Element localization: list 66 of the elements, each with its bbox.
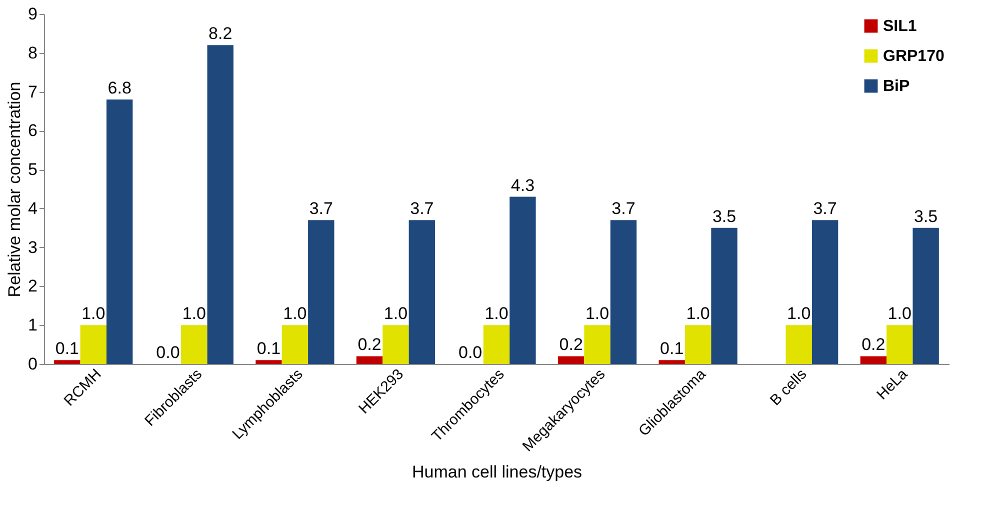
bar	[510, 196, 536, 364]
data-label: 0.2	[358, 335, 382, 354]
y-tick-label: 7	[28, 82, 38, 102]
bar	[207, 45, 234, 364]
data-label: 8.2	[208, 24, 232, 44]
y-tick-label: 6	[28, 121, 38, 140]
bar	[256, 360, 282, 364]
x-axis-title: Human cell lines/types	[412, 462, 582, 482]
data-label: 3.7	[410, 199, 434, 218]
bar	[786, 325, 812, 364]
data-label: 6.8	[108, 78, 132, 98]
data-label: 0.2	[862, 335, 886, 354]
bar	[610, 220, 637, 364]
bar	[80, 325, 106, 364]
data-label: 0.1	[55, 339, 79, 358]
legend-label: BiP	[883, 78, 910, 95]
bar	[558, 356, 584, 364]
y-axis-title: Relative molar concentration	[5, 82, 24, 298]
bar	[584, 325, 610, 364]
data-label: 3.5	[712, 206, 736, 226]
bar	[658, 360, 685, 364]
data-label: 1.0	[787, 304, 811, 324]
bar	[54, 360, 80, 364]
data-label: 1.0	[283, 304, 307, 324]
data-label: 4.3	[510, 176, 535, 195]
data-label: 1.0	[686, 304, 710, 324]
bar	[356, 356, 383, 364]
y-tick-label: 3	[28, 238, 38, 257]
y-tick-label: 0	[28, 354, 38, 374]
data-label: 3.7	[813, 199, 837, 218]
y-tick-label: 1	[28, 316, 38, 335]
bar	[282, 325, 308, 364]
data-label: 0.2	[559, 335, 583, 354]
data-label: 0.1	[256, 339, 281, 358]
data-label: 1.0	[182, 304, 206, 324]
bar	[308, 220, 334, 364]
y-tick-label: 4	[28, 198, 38, 218]
data-label: 1.0	[585, 304, 610, 324]
bar	[106, 100, 133, 364]
data-label: 0.1	[660, 339, 684, 358]
data-label: 3.5	[914, 206, 938, 226]
bar	[181, 325, 208, 364]
data-label: 1.0	[82, 304, 106, 324]
bar	[483, 325, 510, 364]
data-label: 1.0	[484, 304, 508, 324]
data-label: 0.0	[156, 343, 180, 362]
legend-label: SIL1	[883, 18, 917, 35]
bar	[812, 220, 838, 364]
y-tick-label: 2	[28, 276, 38, 296]
data-label: 3.7	[309, 199, 333, 218]
x-tick-label: B cells	[766, 366, 810, 410]
bar	[886, 325, 913, 364]
legend-label: GRP170	[883, 48, 944, 65]
bar	[684, 325, 712, 364]
bar	[382, 325, 409, 364]
data-label: 0.0	[458, 343, 482, 362]
bar	[860, 356, 887, 364]
bar	[912, 228, 939, 364]
data-label: 1.0	[888, 304, 912, 324]
bar	[711, 228, 738, 364]
data-label: 1.0	[384, 304, 408, 324]
data-label: 3.7	[612, 199, 636, 218]
bar	[408, 220, 436, 364]
y-tick-label: 9	[28, 4, 38, 24]
y-tick-label: 8	[28, 43, 38, 62]
y-tick-label: 5	[28, 160, 38, 180]
